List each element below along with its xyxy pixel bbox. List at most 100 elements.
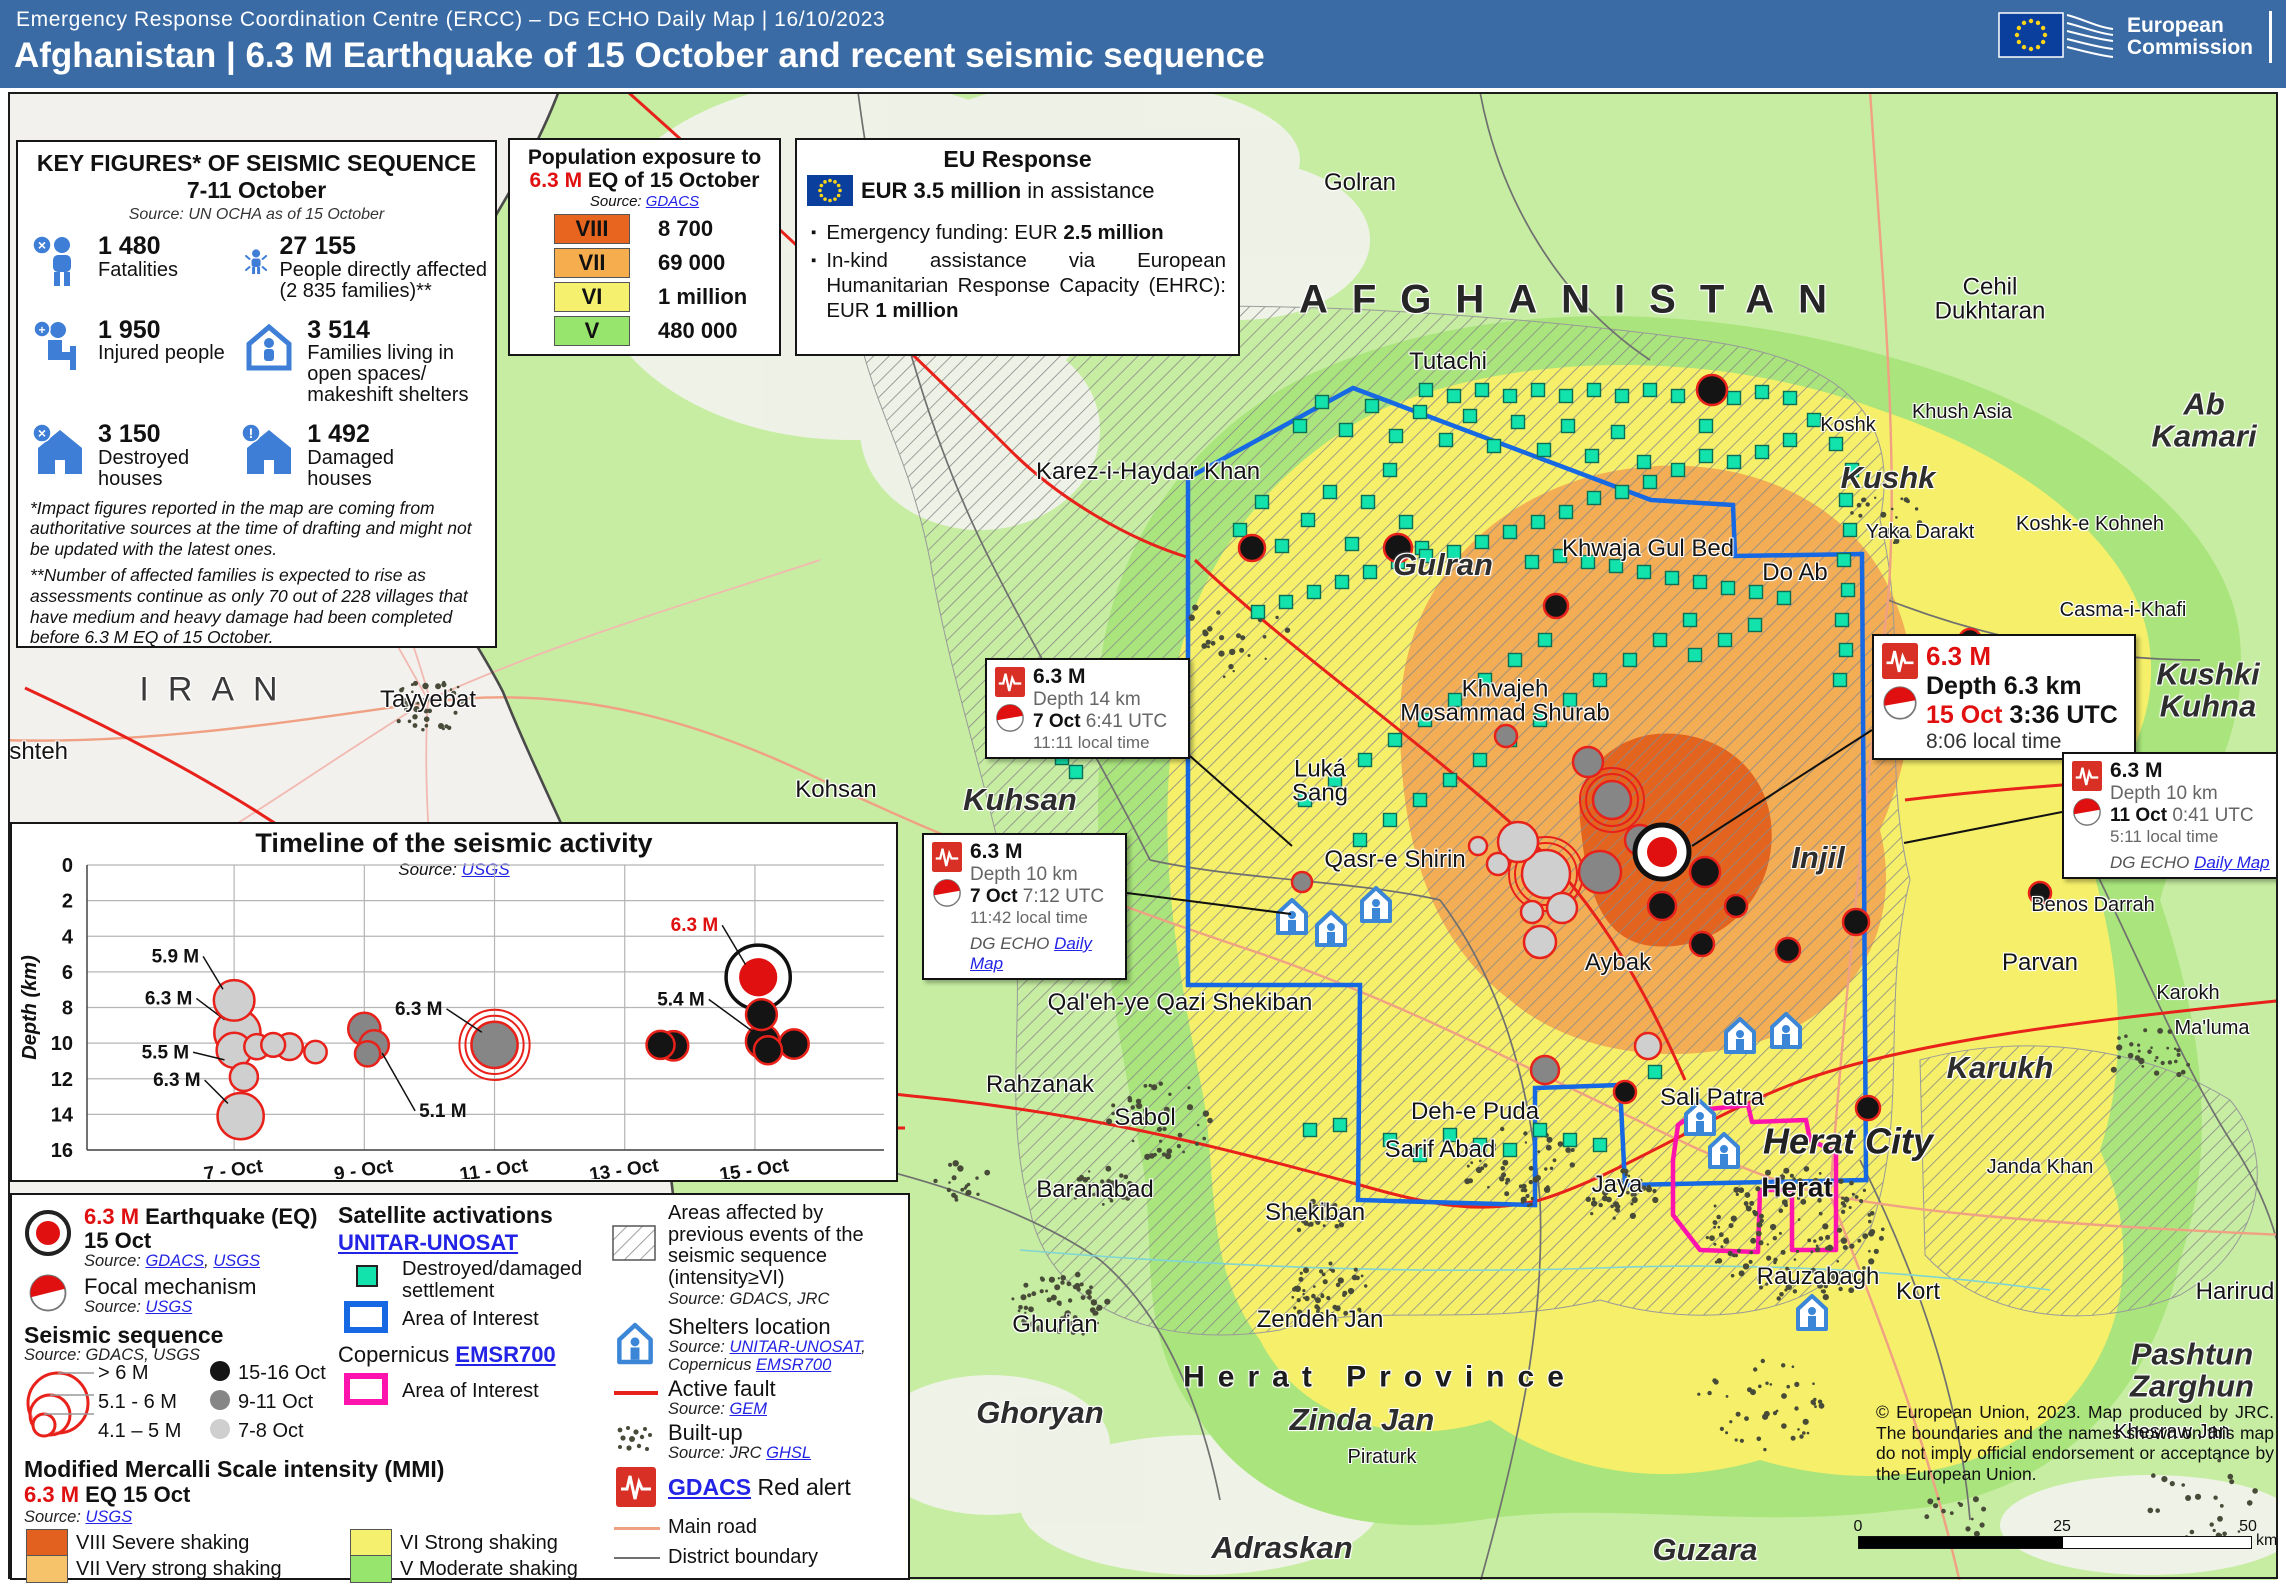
fatalities-icon: × [32, 235, 71, 286]
settlement-marker [1477, 672, 1493, 688]
usgs-link[interactable]: USGS [85, 1508, 133, 1526]
unitar-unosat-link[interactable]: UNITAR-UNOSAT [729, 1337, 862, 1356]
eq-callout: 6.3 M Depth 10 km 11 Oct 0:41 UTC 5:11 loca… [2062, 752, 2286, 879]
emsr700-link[interactable]: EMSR700 [455, 1342, 556, 1367]
chart-point-label: 5.4 M [657, 989, 705, 1010]
legend-date-3: 7-8 Oct [238, 1420, 304, 1442]
gdacs-link[interactable]: GDACS [145, 1251, 205, 1270]
usgs-link[interactable]: USGS [145, 1297, 193, 1316]
mmi-swatch: VII [554, 248, 630, 279]
settlement-marker [1357, 752, 1373, 768]
svg-text:+: + [38, 323, 45, 337]
seismic-marker [1520, 848, 1572, 900]
legend-shelters: Shelters location Source: UNITAR-UNOSAT,… [668, 1314, 866, 1374]
settlement-marker [1398, 514, 1414, 530]
settlement-marker [1698, 418, 1714, 434]
earthquake-symbol-icon [25, 1210, 71, 1256]
chart-point-label: 6.3 M [671, 915, 719, 936]
mmi-swatch: V [554, 316, 630, 347]
svg-text:0: 0 [62, 855, 73, 877]
scale-bar: 0 25 50 km [1854, 1518, 2277, 1549]
key-figure-label: Fatalities [98, 258, 179, 281]
ec-flag-icon [1998, 12, 2114, 58]
seismic-marker [1529, 1054, 1561, 1086]
chart-point [778, 1028, 810, 1060]
dot-7-8-oct [210, 1419, 230, 1439]
key-figures-panel: KEY FIGURES* OF SEISMIC SEQUENCE 7-11 Oc… [16, 140, 497, 648]
settlement-marker [1507, 652, 1523, 668]
focal-mechanism-icon [1883, 686, 1917, 720]
settlement-marker [1412, 792, 1428, 808]
legend-mmi-subtitle: 6.3 M EQ 15 Oct [24, 1482, 191, 1507]
key-figure-value: 1 950 [98, 315, 161, 344]
seismic-marker [1774, 936, 1802, 964]
settlement-marker [1302, 1122, 1318, 1138]
key-figures-footnote1: *Impact figures reported in the map are … [30, 497, 472, 559]
seismic-marker [1519, 899, 1545, 925]
settlement-marker [1782, 432, 1798, 448]
settlement-marker [1754, 384, 1770, 400]
settlement-marker [1726, 454, 1742, 470]
daily-map-link[interactable]: Daily Map [2194, 853, 2270, 872]
shelter-icon [1724, 1017, 1756, 1054]
damaged-house-icon: ! [241, 423, 292, 474]
population-row: V 480 000 [554, 316, 779, 347]
svg-text:4: 4 [62, 926, 74, 948]
svg-text:8: 8 [62, 998, 73, 1020]
legend-date-2: 9-11 Oct [238, 1391, 314, 1413]
settlement-marker [1586, 490, 1602, 506]
eu-response-bullets: ▪ Emergency funding: EUR 2.5 million ▪ In-… [811, 221, 1226, 322]
eu-flag-icon [807, 175, 853, 206]
daily-map-link[interactable]: Daily Map [970, 934, 1092, 973]
gdacs-link[interactable]: GDACS [668, 1474, 752, 1500]
usgs-link[interactable]: USGS [213, 1251, 261, 1270]
key-figures-grid: × 1 480 Fatalities 27 155 People directly af… [18, 224, 495, 492]
callout-depth: Depth 14 km [1033, 689, 1141, 710]
settlement-marker [1327, 772, 1343, 788]
aoi-unosat-swatch [344, 1301, 388, 1333]
gem-link[interactable]: GEM [729, 1399, 768, 1418]
scale-unit: km [2256, 1532, 2278, 1549]
settlement-marker [1838, 492, 1854, 508]
settlement-marker [1828, 436, 1844, 452]
unitar-unosat-link[interactable]: UNITAR-UNOSAT [338, 1230, 519, 1255]
seismic-marker [1382, 532, 1414, 564]
seismic-marker [1237, 533, 1267, 563]
settlement-marker [1412, 1147, 1428, 1163]
svg-text:12: 12 [51, 1069, 73, 1091]
settlement-marker [1592, 672, 1608, 688]
gdacs-alert-icon [616, 1467, 656, 1507]
district-boundary-swatch [614, 1557, 660, 1559]
settlement-marker [1364, 398, 1380, 414]
settlement-marker [1530, 382, 1546, 398]
settlement-marker [1462, 408, 1478, 424]
settlement-marker [1834, 612, 1850, 628]
svg-text:13 - Oct: 13 - Oct [588, 1155, 661, 1179]
seismic-marker [1545, 891, 1579, 925]
seismic-marker [1723, 893, 1749, 919]
svg-text:11 - Oct: 11 - Oct [458, 1155, 530, 1179]
shelters-layer [1276, 886, 1828, 1331]
settlement-marker [1274, 538, 1290, 554]
ghsl-link[interactable]: GHSL [766, 1443, 812, 1462]
settlement-marker [1670, 462, 1686, 478]
shelter-icon [1315, 910, 1347, 947]
settlement-marker [1720, 580, 1736, 596]
seismic-marker [1467, 835, 1489, 857]
settlement-marker [1776, 590, 1792, 606]
gdacs-link[interactable]: GDACS [645, 193, 700, 211]
shelter-icon [1796, 1294, 1828, 1331]
unitar-unosat-link-wrap: UNITAR-UNOSAT [338, 1231, 518, 1255]
settlement-marker [1806, 412, 1822, 428]
callout-depth: Depth 10 km [2110, 783, 2218, 804]
callout-localtime: 11:11 local time [1033, 733, 1150, 752]
key-figure-value: 1 480 [98, 232, 161, 260]
destroyed-house-icon: × [32, 423, 82, 474]
chart-point [353, 1039, 382, 1068]
chart-point-label: 5.1 M [419, 1101, 467, 1122]
legend-district: District boundary [668, 1546, 819, 1568]
timeline-chart: 0 2 4 6 8 10 12 14 16 7 - Oct 9 - Oct 11 - Oct 13 - … [19, 855, 884, 1179]
gdacs-alert-icon [932, 842, 962, 872]
settlement-marker [1530, 514, 1546, 530]
emsr700-link[interactable]: EMSR700 [756, 1355, 832, 1374]
